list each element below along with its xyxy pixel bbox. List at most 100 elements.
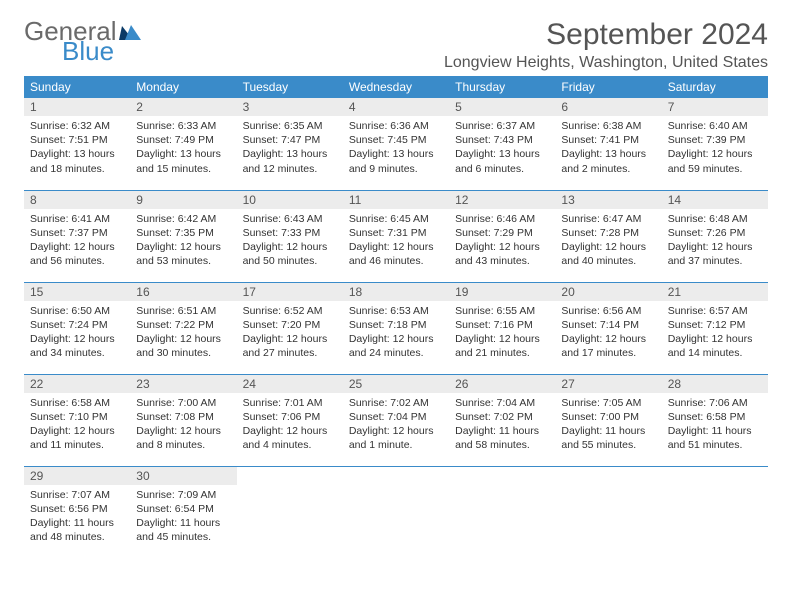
day-body: Sunrise: 6:52 AMSunset: 7:20 PMDaylight:… [237,301,343,365]
day-body: Sunrise: 6:41 AMSunset: 7:37 PMDaylight:… [24,209,130,273]
day-number: 16 [130,283,236,301]
day-cell: 21Sunrise: 6:57 AMSunset: 7:12 PMDayligh… [662,282,768,374]
sunset: Sunset: 7:16 PM [455,318,549,332]
sunset: Sunset: 7:12 PM [668,318,762,332]
sunset: Sunset: 7:43 PM [455,133,549,147]
daylight-line1: Daylight: 12 hours [30,424,124,438]
empty-day: .. [343,466,449,558]
day-number: 28 [662,375,768,393]
daylight-line2: and 18 minutes. [30,162,124,176]
daylight-line1: Daylight: 12 hours [243,240,337,254]
day-body: Sunrise: 6:55 AMSunset: 7:16 PMDaylight:… [449,301,555,365]
day-body: Sunrise: 6:35 AMSunset: 7:47 PMDaylight:… [237,116,343,180]
daylight-line2: and 48 minutes. [30,530,124,544]
sunrise: Sunrise: 7:06 AM [668,396,762,410]
day-number: 5 [449,98,555,116]
day-cell: 19Sunrise: 6:55 AMSunset: 7:16 PMDayligh… [449,282,555,374]
daylight-line1: Daylight: 12 hours [668,240,762,254]
sunset: Sunset: 7:45 PM [349,133,443,147]
daylight-line1: Daylight: 13 hours [30,147,124,161]
daylight-line2: and 1 minute. [349,438,443,452]
daylight-line2: and 56 minutes. [30,254,124,268]
day-number: 29 [24,467,130,485]
daylight-line1: Daylight: 12 hours [455,240,549,254]
sunrise: Sunrise: 7:07 AM [30,488,124,502]
day-cell: 17Sunrise: 6:52 AMSunset: 7:20 PMDayligh… [237,282,343,374]
sunrise: Sunrise: 6:37 AM [455,119,549,133]
brand-blue: Blue [62,38,141,64]
daylight-line1: Daylight: 12 hours [30,332,124,346]
daylight-line1: Daylight: 12 hours [349,332,443,346]
day-number: 30 [130,467,236,485]
day-body: Sunrise: 7:02 AMSunset: 7:04 PMDaylight:… [343,393,449,457]
day-body: Sunrise: 7:04 AMSunset: 7:02 PMDaylight:… [449,393,555,457]
day-cell: 4Sunrise: 6:36 AMSunset: 7:45 PMDaylight… [343,98,449,190]
daylight-line1: Daylight: 12 hours [136,424,230,438]
sunset: Sunset: 7:49 PM [136,133,230,147]
day-number: 4 [343,98,449,116]
daylight-line1: Daylight: 12 hours [349,424,443,438]
daylight-line2: and 6 minutes. [455,162,549,176]
sunset: Sunset: 7:29 PM [455,226,549,240]
day-number: 13 [555,191,661,209]
daylight-line2: and 43 minutes. [455,254,549,268]
day-body: Sunrise: 6:32 AMSunset: 7:51 PMDaylight:… [24,116,130,180]
sunrise: Sunrise: 6:55 AM [455,304,549,318]
sunrise: Sunrise: 7:00 AM [136,396,230,410]
month-title: September 2024 [444,18,768,52]
day-cell: 20Sunrise: 6:56 AMSunset: 7:14 PMDayligh… [555,282,661,374]
daylight-line2: and 34 minutes. [30,346,124,360]
daylight-line1: Daylight: 12 hours [349,240,443,254]
day-body: Sunrise: 6:36 AMSunset: 7:45 PMDaylight:… [343,116,449,180]
sunrise: Sunrise: 7:01 AM [243,396,337,410]
sunset: Sunset: 7:35 PM [136,226,230,240]
day-cell: 12Sunrise: 6:46 AMSunset: 7:29 PMDayligh… [449,190,555,282]
daylight-line1: Daylight: 12 hours [561,332,655,346]
daylight-line1: Daylight: 13 hours [136,147,230,161]
day-number: 9 [130,191,236,209]
sunrise: Sunrise: 6:50 AM [30,304,124,318]
day-body: Sunrise: 7:07 AMSunset: 6:56 PMDaylight:… [24,485,130,549]
daylight-line2: and 11 minutes. [30,438,124,452]
day-body: Sunrise: 6:50 AMSunset: 7:24 PMDaylight:… [24,301,130,365]
day-cell: 11Sunrise: 6:45 AMSunset: 7:31 PMDayligh… [343,190,449,282]
day-cell: 26Sunrise: 7:04 AMSunset: 7:02 PMDayligh… [449,374,555,466]
day-number: 15 [24,283,130,301]
daylight-line1: Daylight: 12 hours [668,332,762,346]
sunset: Sunset: 7:37 PM [30,226,124,240]
daylight-line2: and 27 minutes. [243,346,337,360]
daylight-line2: and 59 minutes. [668,162,762,176]
week-row: 8Sunrise: 6:41 AMSunset: 7:37 PMDaylight… [24,190,768,282]
day-cell: 30Sunrise: 7:09 AMSunset: 6:54 PMDayligh… [130,466,236,558]
day-number: 3 [237,98,343,116]
day-body: Sunrise: 7:06 AMSunset: 6:58 PMDaylight:… [662,393,768,457]
daylight-line2: and 12 minutes. [243,162,337,176]
sunrise: Sunrise: 6:41 AM [30,212,124,226]
day-number: 25 [343,375,449,393]
daylight-line1: Daylight: 12 hours [136,332,230,346]
daylight-line2: and 40 minutes. [561,254,655,268]
day-body: Sunrise: 6:58 AMSunset: 7:10 PMDaylight:… [24,393,130,457]
daylight-line2: and 24 minutes. [349,346,443,360]
daylight-line1: Daylight: 11 hours [561,424,655,438]
daylight-line2: and 50 minutes. [243,254,337,268]
daylight-line1: Daylight: 11 hours [455,424,549,438]
sunrise: Sunrise: 6:40 AM [668,119,762,133]
sunrise: Sunrise: 6:32 AM [30,119,124,133]
sunset: Sunset: 7:20 PM [243,318,337,332]
day-cell: 3Sunrise: 6:35 AMSunset: 7:47 PMDaylight… [237,98,343,190]
day-body: Sunrise: 7:01 AMSunset: 7:06 PMDaylight:… [237,393,343,457]
day-body: Sunrise: 6:43 AMSunset: 7:33 PMDaylight:… [237,209,343,273]
daylight-line1: Daylight: 13 hours [455,147,549,161]
title-block: September 2024 Longview Heights, Washing… [444,18,768,72]
daylight-line1: Daylight: 12 hours [561,240,655,254]
day-cell: 13Sunrise: 6:47 AMSunset: 7:28 PMDayligh… [555,190,661,282]
sunset: Sunset: 6:56 PM [30,502,124,516]
day-cell: 23Sunrise: 7:00 AMSunset: 7:08 PMDayligh… [130,374,236,466]
sunrise: Sunrise: 6:43 AM [243,212,337,226]
day-number: 7 [662,98,768,116]
sunset: Sunset: 7:41 PM [561,133,655,147]
day-cell: 9Sunrise: 6:42 AMSunset: 7:35 PMDaylight… [130,190,236,282]
calendar-page: General Blue September 2024 Longview Hei… [0,0,792,576]
day-cell: 16Sunrise: 6:51 AMSunset: 7:22 PMDayligh… [130,282,236,374]
